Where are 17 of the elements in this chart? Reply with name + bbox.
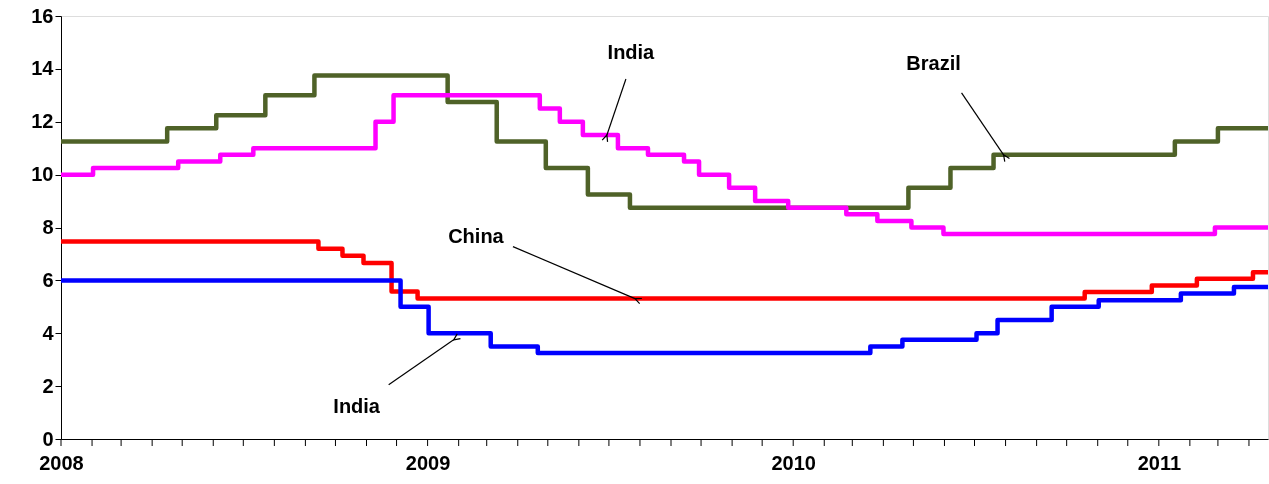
y-tick-label: 0 <box>42 427 54 450</box>
annotation: China <box>448 224 505 247</box>
x-tick-label: 2008 <box>39 451 84 474</box>
annotation: India <box>333 394 381 417</box>
x-tick-label: 2009 <box>405 451 451 474</box>
annotation: India <box>607 40 656 63</box>
y-tick-label: 6 <box>42 268 54 291</box>
y-tick-label: 12 <box>31 110 54 133</box>
annotation: Brazil <box>906 51 961 74</box>
y-tick-label: 14 <box>31 57 55 80</box>
y-tick-label: 4 <box>42 321 55 344</box>
x-tick-label: 2011 <box>1137 451 1182 474</box>
y-tick-label: 16 <box>31 4 54 27</box>
y-tick-label: 8 <box>42 216 54 238</box>
x-tick-label: 2010 <box>771 451 816 474</box>
y-tick-label: 2 <box>42 374 54 397</box>
y-tick-label: 10 <box>31 163 54 186</box>
